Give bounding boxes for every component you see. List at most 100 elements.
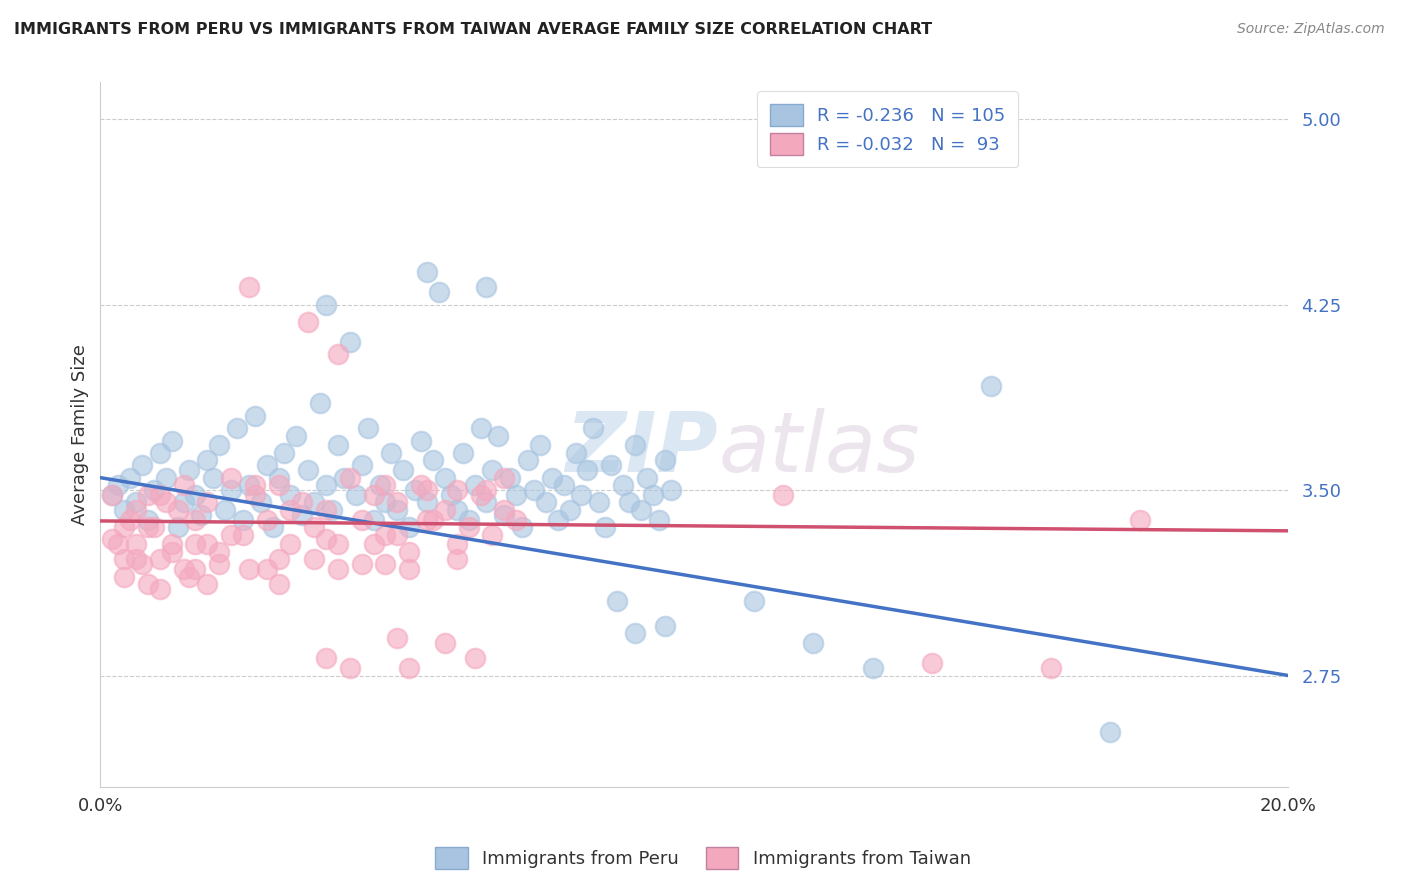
- Text: Source: ZipAtlas.com: Source: ZipAtlas.com: [1237, 22, 1385, 37]
- Point: [149, 552, 172, 566]
- Point: [107, 478, 129, 492]
- Point: [624, 626, 647, 640]
- Point: [101, 533, 124, 547]
- Point: [404, 483, 426, 497]
- Point: [302, 520, 325, 534]
- Point: [654, 453, 676, 467]
- Point: [101, 488, 124, 502]
- Point: [612, 478, 634, 492]
- Point: [101, 488, 124, 502]
- Point: [226, 421, 249, 435]
- Point: [374, 495, 396, 509]
- Point: [433, 503, 456, 517]
- Point: [291, 495, 314, 509]
- Point: [356, 421, 378, 435]
- Point: [647, 513, 669, 527]
- Point: [416, 513, 439, 527]
- Point: [232, 527, 254, 541]
- Point: [302, 495, 325, 509]
- Point: [297, 315, 319, 329]
- Point: [534, 495, 557, 509]
- Point: [801, 636, 824, 650]
- Point: [339, 334, 361, 349]
- Point: [433, 470, 456, 484]
- Point: [564, 446, 586, 460]
- Point: [315, 478, 337, 492]
- Point: [481, 527, 503, 541]
- Point: [387, 495, 409, 509]
- Point: [315, 503, 337, 517]
- Point: [155, 470, 177, 484]
- Point: [624, 438, 647, 452]
- Point: [510, 520, 533, 534]
- Point: [446, 552, 468, 566]
- Point: [547, 513, 569, 527]
- Point: [125, 537, 148, 551]
- Point: [238, 562, 260, 576]
- Point: [256, 562, 278, 576]
- Point: [1099, 725, 1122, 739]
- Point: [267, 577, 290, 591]
- Point: [273, 446, 295, 460]
- Point: [160, 545, 183, 559]
- Point: [297, 463, 319, 477]
- Point: [433, 636, 456, 650]
- Point: [481, 463, 503, 477]
- Point: [411, 434, 433, 448]
- Point: [142, 483, 165, 497]
- Point: [659, 483, 682, 497]
- Point: [256, 513, 278, 527]
- Point: [617, 495, 640, 509]
- Point: [256, 458, 278, 473]
- Point: [470, 488, 492, 502]
- Point: [326, 347, 349, 361]
- Point: [195, 537, 218, 551]
- Point: [363, 537, 385, 551]
- Point: [523, 483, 546, 497]
- Point: [195, 577, 218, 591]
- Point: [475, 280, 498, 294]
- Point: [238, 478, 260, 492]
- Point: [1129, 513, 1152, 527]
- Point: [558, 503, 581, 517]
- Text: atlas: atlas: [718, 408, 920, 489]
- Point: [416, 483, 439, 497]
- Point: [112, 520, 135, 534]
- Point: [641, 488, 664, 502]
- Point: [654, 619, 676, 633]
- Point: [267, 470, 290, 484]
- Point: [219, 483, 242, 497]
- Point: [149, 488, 172, 502]
- Point: [179, 463, 201, 477]
- Point: [350, 513, 373, 527]
- Point: [136, 520, 159, 534]
- Point: [593, 520, 616, 534]
- Point: [411, 478, 433, 492]
- Point: [505, 513, 527, 527]
- Point: [446, 503, 468, 517]
- Point: [440, 488, 463, 502]
- Point: [302, 552, 325, 566]
- Point: [374, 558, 396, 572]
- Text: IMMIGRANTS FROM PERU VS IMMIGRANTS FROM TAIWAN AVERAGE FAMILY SIZE CORRELATION C: IMMIGRANTS FROM PERU VS IMMIGRANTS FROM …: [14, 22, 932, 37]
- Point: [267, 552, 290, 566]
- Point: [321, 503, 343, 517]
- Point: [457, 520, 479, 534]
- Point: [195, 495, 218, 509]
- Point: [219, 527, 242, 541]
- Point: [315, 533, 337, 547]
- Point: [980, 379, 1002, 393]
- Point: [339, 661, 361, 675]
- Point: [451, 446, 474, 460]
- Point: [398, 661, 420, 675]
- Point: [600, 458, 623, 473]
- Point: [339, 470, 361, 484]
- Point: [280, 537, 302, 551]
- Point: [475, 483, 498, 497]
- Point: [160, 537, 183, 551]
- Point: [280, 488, 302, 502]
- Text: ZIP: ZIP: [565, 408, 718, 489]
- Point: [582, 421, 605, 435]
- Point: [529, 438, 551, 452]
- Point: [387, 527, 409, 541]
